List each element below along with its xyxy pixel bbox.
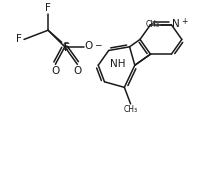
Text: F: F xyxy=(16,34,22,44)
Text: S: S xyxy=(62,42,69,52)
Text: CH₃: CH₃ xyxy=(146,20,160,29)
Text: CH₃: CH₃ xyxy=(124,105,138,114)
Text: +: + xyxy=(181,17,188,26)
Text: O: O xyxy=(73,66,82,76)
Text: F: F xyxy=(45,3,51,13)
Text: NH: NH xyxy=(110,59,126,69)
Text: O: O xyxy=(85,41,93,51)
Text: F: F xyxy=(64,43,70,53)
Text: −: − xyxy=(94,40,101,49)
Text: N: N xyxy=(172,19,180,29)
Text: O: O xyxy=(51,66,60,76)
